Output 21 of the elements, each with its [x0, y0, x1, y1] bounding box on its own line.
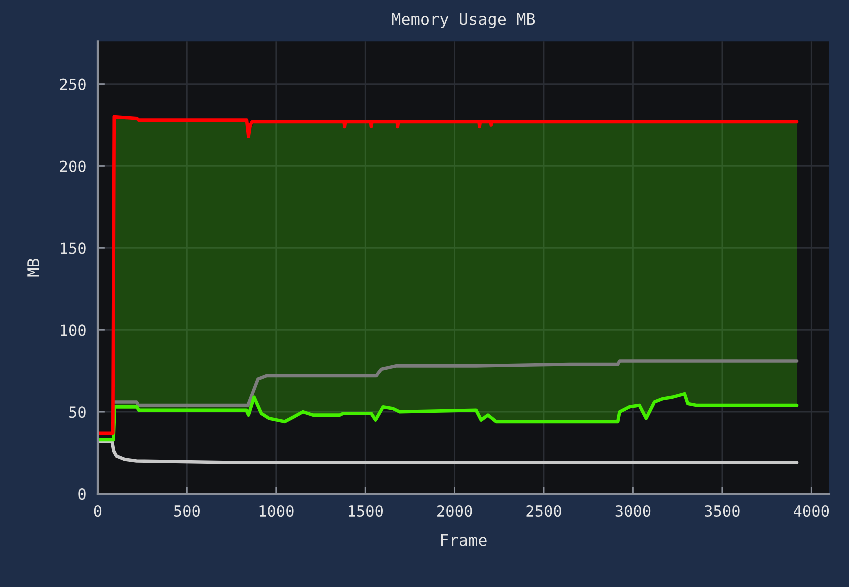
x-tick-label: 2500 [526, 505, 562, 518]
y-tick-label: 0 [78, 488, 86, 500]
y-axis-title: MB [28, 258, 40, 277]
x-tick-label: 2000 [438, 505, 472, 518]
x-tick-label: 0 [94, 505, 102, 518]
y-tick-label: 100 [61, 324, 86, 336]
x-tick-label: 3000 [616, 505, 651, 518]
chart-title: Memory Usage MB [392, 13, 536, 28]
x-tick-label: 3500 [705, 505, 740, 518]
x-tick-label: 1000 [260, 505, 294, 518]
x-axis-title: Frame [442, 534, 487, 546]
line-series [98, 392, 799, 442]
x-tick-label: 500 [174, 505, 200, 518]
y-tick-label: 200 [60, 160, 86, 172]
line-series [113, 360, 799, 408]
line-series [98, 440, 799, 465]
x-tick-label: 4000 [794, 505, 830, 518]
y-tick-label: 250 [60, 78, 86, 90]
y-tick-label: 150 [61, 242, 86, 254]
x-tick-label: 1500 [349, 505, 383, 518]
y-tick-label: 50 [70, 406, 86, 418]
